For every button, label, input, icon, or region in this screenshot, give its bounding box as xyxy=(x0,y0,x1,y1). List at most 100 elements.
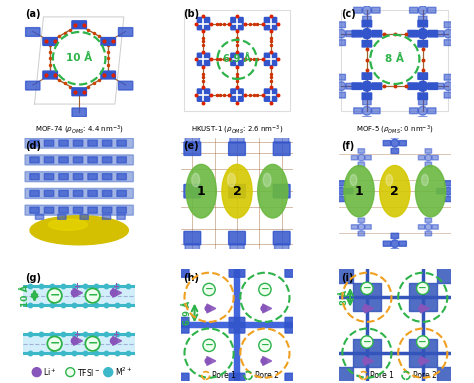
FancyBboxPatch shape xyxy=(30,157,39,163)
FancyBboxPatch shape xyxy=(230,132,244,143)
FancyBboxPatch shape xyxy=(372,30,382,37)
FancyBboxPatch shape xyxy=(419,225,425,229)
FancyBboxPatch shape xyxy=(432,155,438,160)
FancyBboxPatch shape xyxy=(363,117,371,123)
FancyBboxPatch shape xyxy=(428,108,436,114)
Text: MOF-5 ($\rho_{OMS}$: 0 nm$^{-3}$): MOF-5 ($\rho_{OMS}$: 0 nm$^{-3}$) xyxy=(356,124,434,136)
FancyBboxPatch shape xyxy=(352,30,362,37)
FancyBboxPatch shape xyxy=(372,108,380,114)
FancyBboxPatch shape xyxy=(328,83,337,89)
Text: 1: 1 xyxy=(197,185,206,198)
FancyBboxPatch shape xyxy=(354,108,362,114)
FancyBboxPatch shape xyxy=(337,181,345,186)
FancyBboxPatch shape xyxy=(273,185,290,198)
Text: (a): (a) xyxy=(26,9,41,19)
FancyBboxPatch shape xyxy=(274,244,289,255)
Circle shape xyxy=(418,106,427,115)
Ellipse shape xyxy=(192,173,200,187)
FancyBboxPatch shape xyxy=(185,244,200,255)
FancyBboxPatch shape xyxy=(185,132,200,143)
Ellipse shape xyxy=(416,165,446,217)
FancyBboxPatch shape xyxy=(59,190,68,196)
Text: −: − xyxy=(87,337,98,350)
FancyBboxPatch shape xyxy=(36,214,44,219)
Circle shape xyxy=(358,224,365,230)
Text: −: − xyxy=(363,283,371,293)
Circle shape xyxy=(337,29,346,38)
Text: (b): (b) xyxy=(183,9,200,19)
Circle shape xyxy=(205,358,211,364)
FancyBboxPatch shape xyxy=(72,21,86,29)
FancyBboxPatch shape xyxy=(231,53,243,65)
Circle shape xyxy=(110,290,117,296)
Text: Li$^+$: Li$^+$ xyxy=(44,366,57,378)
FancyBboxPatch shape xyxy=(73,207,83,213)
Circle shape xyxy=(418,81,428,91)
FancyBboxPatch shape xyxy=(59,173,68,180)
FancyBboxPatch shape xyxy=(117,214,125,219)
FancyBboxPatch shape xyxy=(59,140,68,146)
FancyBboxPatch shape xyxy=(173,318,189,333)
Circle shape xyxy=(419,358,424,364)
Text: (f): (f) xyxy=(341,141,355,151)
FancyBboxPatch shape xyxy=(26,81,40,90)
FancyBboxPatch shape xyxy=(30,190,39,196)
Circle shape xyxy=(362,81,372,91)
Circle shape xyxy=(391,240,399,247)
FancyBboxPatch shape xyxy=(362,20,372,27)
FancyBboxPatch shape xyxy=(101,38,116,46)
FancyBboxPatch shape xyxy=(118,28,133,36)
FancyBboxPatch shape xyxy=(383,241,391,246)
FancyBboxPatch shape xyxy=(118,81,133,90)
FancyBboxPatch shape xyxy=(428,30,438,37)
FancyBboxPatch shape xyxy=(425,149,431,153)
FancyBboxPatch shape xyxy=(419,16,427,22)
Text: M$^{2+}$: M$^{2+}$ xyxy=(115,366,132,378)
FancyBboxPatch shape xyxy=(363,16,371,22)
FancyBboxPatch shape xyxy=(23,334,135,353)
Text: (i): (i) xyxy=(341,273,354,283)
FancyBboxPatch shape xyxy=(410,108,418,114)
Circle shape xyxy=(362,29,372,39)
FancyBboxPatch shape xyxy=(410,7,418,13)
Circle shape xyxy=(363,358,369,364)
Circle shape xyxy=(425,154,432,161)
Text: −: − xyxy=(87,288,98,301)
Circle shape xyxy=(205,306,211,311)
FancyBboxPatch shape xyxy=(358,149,365,153)
Text: TFSI$^-$: TFSI$^-$ xyxy=(77,367,100,378)
FancyBboxPatch shape xyxy=(351,155,358,160)
FancyBboxPatch shape xyxy=(391,148,399,154)
Circle shape xyxy=(85,336,100,351)
Circle shape xyxy=(47,336,62,351)
Text: +: + xyxy=(73,282,81,291)
Ellipse shape xyxy=(228,173,235,187)
FancyBboxPatch shape xyxy=(274,132,289,143)
FancyBboxPatch shape xyxy=(453,188,460,194)
Ellipse shape xyxy=(344,165,374,217)
Circle shape xyxy=(110,337,117,344)
Ellipse shape xyxy=(186,164,216,218)
Text: −: − xyxy=(49,288,60,301)
FancyBboxPatch shape xyxy=(30,173,39,180)
Polygon shape xyxy=(73,336,82,345)
FancyBboxPatch shape xyxy=(425,218,431,223)
Text: Pore 2: Pore 2 xyxy=(255,371,279,380)
Circle shape xyxy=(203,283,215,296)
Circle shape xyxy=(72,290,78,296)
Circle shape xyxy=(337,82,346,91)
FancyBboxPatch shape xyxy=(432,225,438,229)
Ellipse shape xyxy=(30,216,128,245)
Circle shape xyxy=(259,339,271,352)
FancyBboxPatch shape xyxy=(399,141,406,146)
FancyBboxPatch shape xyxy=(419,0,427,4)
FancyBboxPatch shape xyxy=(419,155,425,160)
Polygon shape xyxy=(73,288,82,297)
FancyBboxPatch shape xyxy=(173,373,189,383)
Text: 2: 2 xyxy=(233,185,241,198)
FancyBboxPatch shape xyxy=(337,74,346,80)
Circle shape xyxy=(418,6,427,15)
FancyBboxPatch shape xyxy=(184,10,290,111)
Polygon shape xyxy=(420,304,429,313)
FancyBboxPatch shape xyxy=(117,140,127,146)
